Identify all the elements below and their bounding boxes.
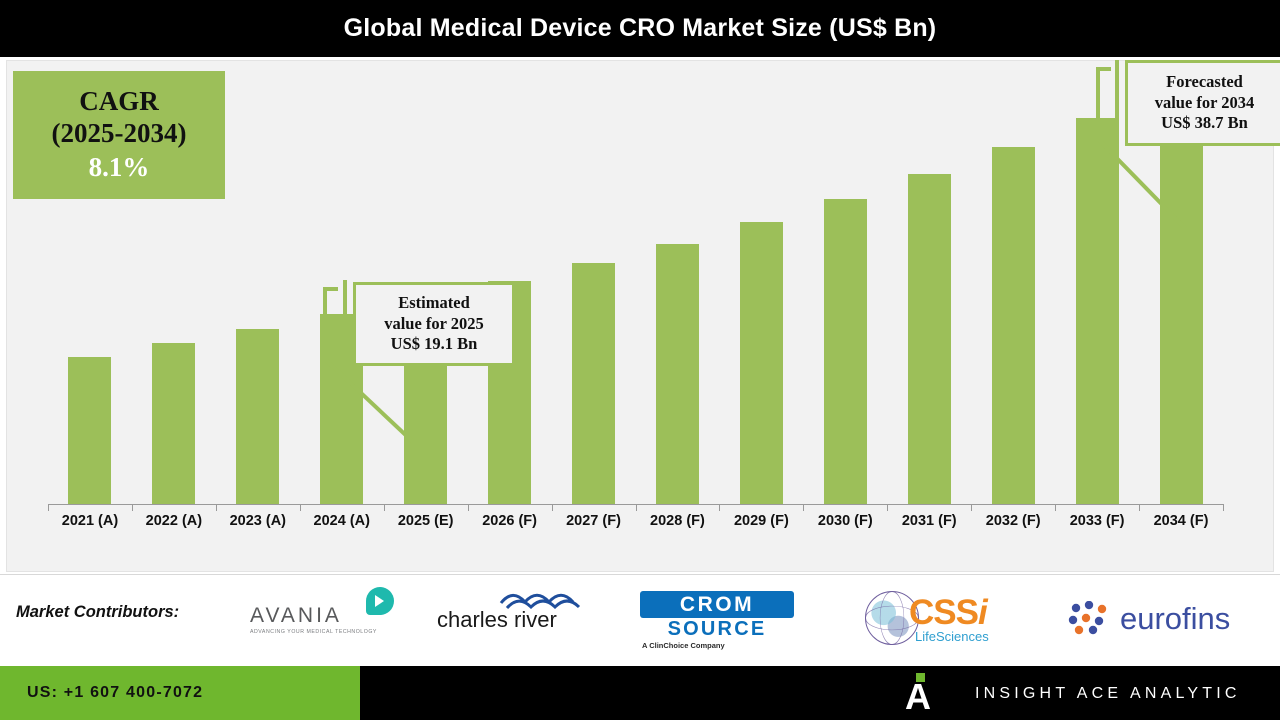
x-label-2029: 2029 (F) [733,513,789,529]
footer-phone-block: US: +1 607 400-7072 [0,666,360,720]
bar-2029 [739,222,783,504]
tick-mark [215,504,217,511]
x-label-2027: 2027 (F) [566,513,621,529]
avania-wordmark: AVANIA [250,604,342,627]
tick-mark [48,504,49,511]
tick-mark [1055,504,1057,511]
x-label-2024: 2024 (A) [313,513,370,529]
chart-panel: CAGR (2025-2034) 8.1% 2021 (A) 2022 (A) 20… [6,60,1280,572]
tick-mark [887,504,889,511]
callout-forecasted-line1: Forecasted [1166,72,1243,92]
tick-mark [383,504,385,511]
x-axis-ticks [48,504,1224,511]
tick-mark [131,504,133,511]
avania-tagline: ADVANCING YOUR MEDICAL TECHNOLOGY [250,629,377,635]
bar-2021 [68,357,112,504]
cromsource-word-top: CROM [640,591,794,618]
cssi-word-main: CSS [909,593,979,632]
market-contributors-strip: Market Contributors: AVANIA ADVANCING YO… [0,574,1280,666]
bar-2022 [152,343,196,504]
x-label-2023: 2023 (A) [229,513,287,529]
insight-ace-logo-square [916,673,925,682]
logo-cromsource: CROM SOURCE A ClinChoice Company [640,585,794,650]
callout-estimated-line2: value for 2025 [384,313,484,333]
x-label-2028: 2028 (F) [650,513,705,529]
x-axis-labels: 2021 (A) 2022 (A) 2023 (A) 2024 (A) 2025 (E)… [48,513,1223,543]
callout-forecasted-line2: value for 2034 [1154,92,1255,112]
callout-estimated-2025: Estimated value for 2025 US$ 19.1 Bn [353,282,515,366]
insight-ace-brand-name: INSIGHT ACE ANALYTIC [975,685,1241,702]
cagr-badge: CAGR (2025-2034) 8.1% [13,71,225,199]
eurofins-dots-icon [1068,601,1107,635]
callout-forecasted-line3: US$ 38.7 Bn [1161,113,1248,133]
x-label-2022: 2022 (A) [145,513,203,529]
cagr-period: (2025-2034) [51,117,187,148]
bar-2027 [572,263,616,504]
x-label-2025: 2025 (E) [397,513,454,529]
footer-bar: US: +1 607 400-7072 A INSIGHT ACE ANALYT… [0,666,1280,720]
avania-leaf-icon [366,587,394,615]
callout-estimated-line3: US$ 19.1 Bn [390,334,478,354]
x-label-2026: 2026 (F) [482,513,537,529]
tick-mark [803,504,805,511]
x-label-2034: 2034 (F) [1153,513,1209,529]
x-label-2021: 2021 (A) [61,513,119,529]
logo-avania: AVANIA ADVANCING YOUR MEDICAL TECHNOLOGY [250,585,400,647]
cromsource-word-bottom: SOURCE [667,618,767,640]
x-label-2033: 2033 (F) [1069,513,1125,529]
charles-river-wordmark: charles river [437,607,557,632]
callout-estimated-line1: Estimated [398,293,470,313]
charles-river-wave-icon [499,593,581,609]
contributors-label: Market Contributors: [16,603,180,621]
cromsource-sub-text: A ClinChoice Company [642,641,725,650]
tick-mark [635,504,637,511]
bar-2034 [1159,85,1203,504]
tick-mark [1223,504,1224,511]
eurofins-wordmark: eurofins [1120,601,1231,636]
callout-forecasted-2034: Forecasted value for 2034 US$ 38.7 Bn [1125,60,1280,146]
logo-eurofins: eurofins [1068,585,1264,647]
tick-mark [299,504,301,511]
page-title: Global Medical Device CRO Market Size (U… [343,14,937,42]
tick-mark [719,504,721,511]
x-label-2031: 2031 (F) [901,513,957,529]
tick-mark [551,504,553,511]
x-label-2032: 2032 (F) [985,513,1041,529]
x-label-2030: 2030 (F) [817,513,873,529]
cagr-title: CAGR [79,85,159,116]
cromsource-subtitle: A ClinChoice Company [642,641,802,650]
bar-2028 [655,243,699,504]
bar-2030 [823,199,867,504]
bar-2032 [991,147,1035,504]
insight-ace-logo-letter: A [905,676,931,717]
tick-mark [1139,504,1141,511]
tick-mark [971,504,973,511]
logo-charles-river: charles river [437,585,589,647]
cagr-value: 8.1% [88,152,150,183]
cssi-globe-icon [865,591,919,645]
bar-2033 [1075,118,1119,504]
insight-ace-logo-icon: A [905,673,939,717]
footer-phone-number: US: +1 607 400-7072 [27,684,204,701]
cssi-word-i: i [977,593,988,632]
bar-2023 [236,328,280,504]
cssi-subtitle: LifeSciences [915,629,989,644]
bar-2031 [907,174,951,504]
cssi-wordmark: CSSi [909,593,988,633]
tick-mark [467,504,469,511]
logo-cssi-lifesciences: CSSi LifeSciences [865,585,1010,647]
bar-series [48,61,1223,504]
title-bar: Global Medical Device CRO Market Size (U… [0,0,1280,57]
